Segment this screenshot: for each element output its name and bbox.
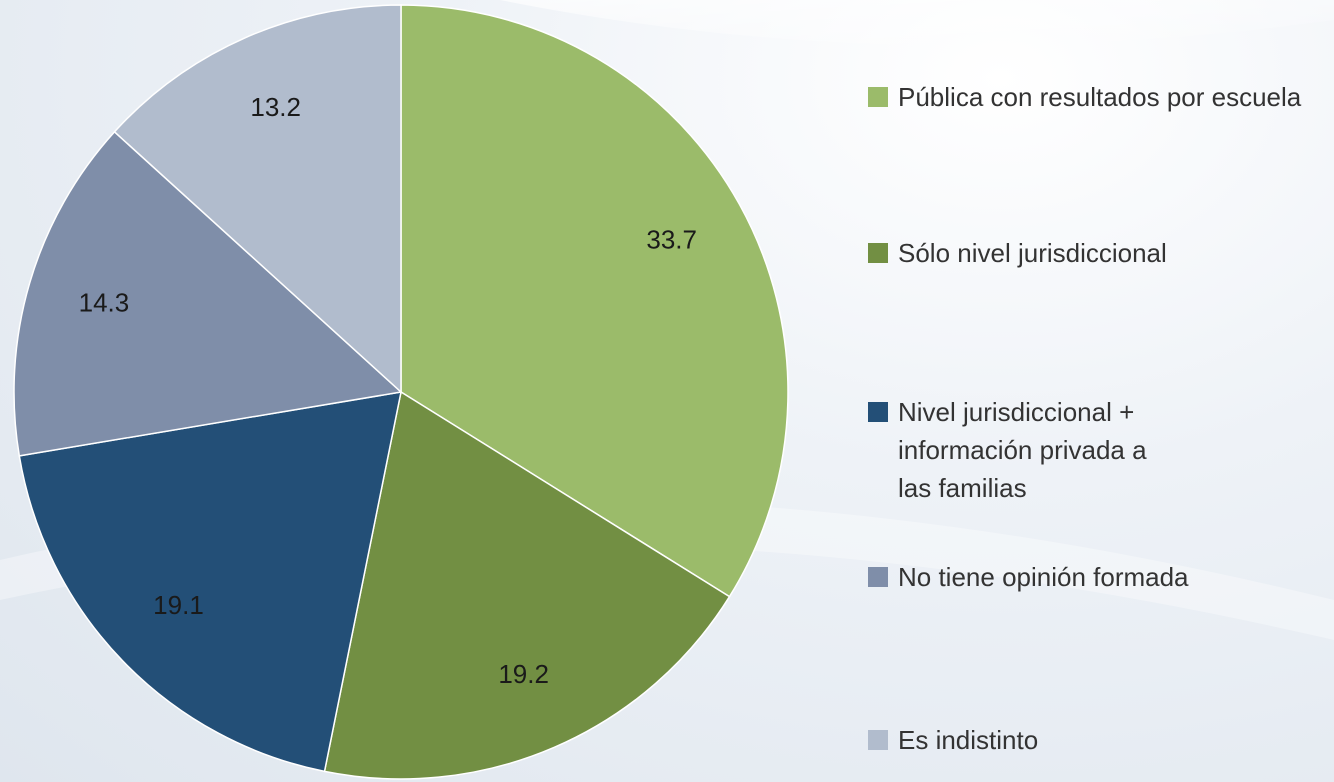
legend-item: No tiene opinión formada <box>868 558 1328 596</box>
legend-swatch <box>868 730 888 750</box>
legend-item: Sólo nivel jurisdiccional <box>868 234 1328 272</box>
legend-item: Pública con resultados por escuela <box>868 78 1328 116</box>
pie-slice <box>18 391 402 773</box>
data-label: 13.2 <box>250 92 301 122</box>
legend-label: Sólo nivel jurisdiccional <box>898 238 1167 268</box>
legend-swatch <box>868 243 888 263</box>
legend-label: Es indistinto <box>898 725 1039 755</box>
legend-item: Nivel jurisdiccional + información priva… <box>868 393 1328 507</box>
legend-item: Es indistinto <box>868 721 1328 759</box>
pie-slice <box>323 390 731 780</box>
legend-swatch <box>868 567 888 587</box>
legend-swatch <box>868 402 888 422</box>
background-swoosh <box>500 0 1334 46</box>
pie-slice <box>13 130 403 457</box>
data-label: 14.3 <box>79 288 130 318</box>
pie: 33.7 19.2 19.1 14.3 13.2 <box>13 4 789 780</box>
pie-slice <box>113 4 402 394</box>
pie-slice <box>400 4 789 598</box>
data-label: 33.7 <box>646 225 697 255</box>
legend-swatch <box>868 87 888 107</box>
legend-label: Pública con resultados por escuela <box>898 82 1302 112</box>
legend-label: No tiene opinión formada <box>898 562 1189 592</box>
data-label: 19.2 <box>498 659 549 689</box>
legend-label: Nivel jurisdiccional + información priva… <box>898 397 1147 503</box>
data-label: 19.1 <box>153 590 204 620</box>
